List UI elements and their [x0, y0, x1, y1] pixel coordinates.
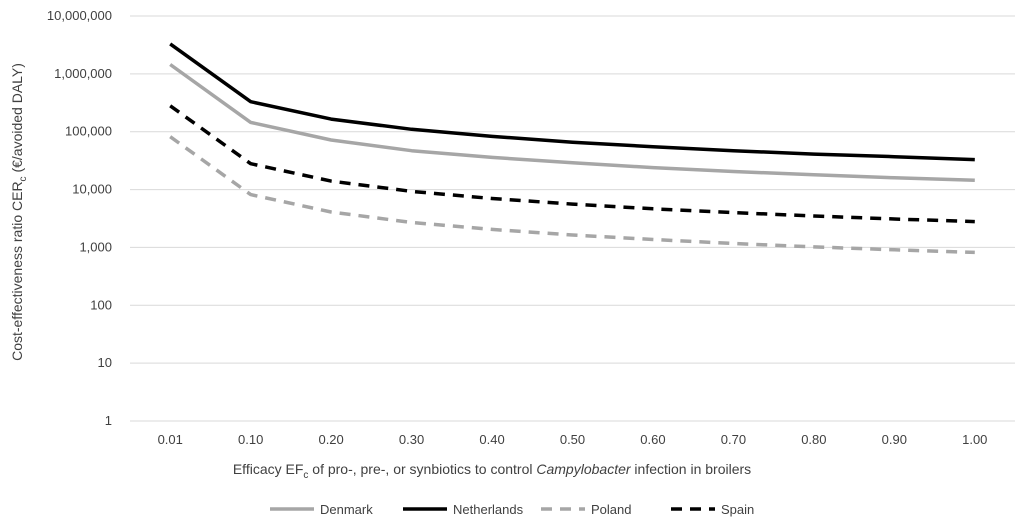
- y-tick-label: 1,000: [79, 239, 112, 254]
- gridlines: [130, 15, 1015, 422]
- y-tick-label: 100,000: [65, 124, 112, 139]
- y-tick-label: 10: [98, 355, 112, 370]
- x-axis-ticks: 0.01 0.10 0.20 0.30 0.40 0.50 0.60 0.70 0.80 0.90…: [158, 432, 988, 447]
- series-line-poland: [169, 135, 975, 255]
- x-tick-label: 0.40: [479, 432, 504, 447]
- legend-label: Denmark: [320, 502, 373, 517]
- legend: Denmark Netherlands Poland Spain: [270, 502, 754, 517]
- x-tick-label: 0.30: [399, 432, 424, 447]
- y-tick-label: 10,000,000: [47, 8, 112, 23]
- series-line-denmark: [169, 63, 975, 182]
- x-tick-label: 0.60: [640, 432, 665, 447]
- x-tick-label: 0.01: [158, 432, 183, 447]
- series-lines: [169, 42, 975, 255]
- x-tick-label: 0.70: [721, 432, 746, 447]
- legend-label: Netherlands: [453, 502, 524, 517]
- y-tick-label: 100: [90, 297, 112, 312]
- x-tick-label: 1.00: [962, 432, 987, 447]
- y-axis-title: Cost-effectiveness ratio CERc (€/avoided…: [9, 63, 29, 361]
- y-tick-label: 1,000,000: [54, 66, 112, 81]
- legend-label: Poland: [591, 502, 631, 517]
- x-tick-label: 0.20: [318, 432, 343, 447]
- y-tick-label: 10,000: [72, 182, 112, 197]
- x-tick-label: 0.90: [882, 432, 907, 447]
- legend-label: Spain: [721, 502, 754, 517]
- x-axis-title: Efficacy EFc of pro-, pre-, or synbiotic…: [233, 461, 751, 481]
- x-tick-label: 0.10: [238, 432, 263, 447]
- y-axis-ticks: 1 10 100 1,000 10,000 100,000 1,000,000 10,000,…: [47, 8, 112, 428]
- series-line-spain: [169, 104, 975, 224]
- y-tick-label: 1: [105, 413, 112, 428]
- x-tick-label: 0.80: [801, 432, 826, 447]
- x-tick-label: 0.50: [560, 432, 585, 447]
- series-line-netherlands: [169, 42, 975, 162]
